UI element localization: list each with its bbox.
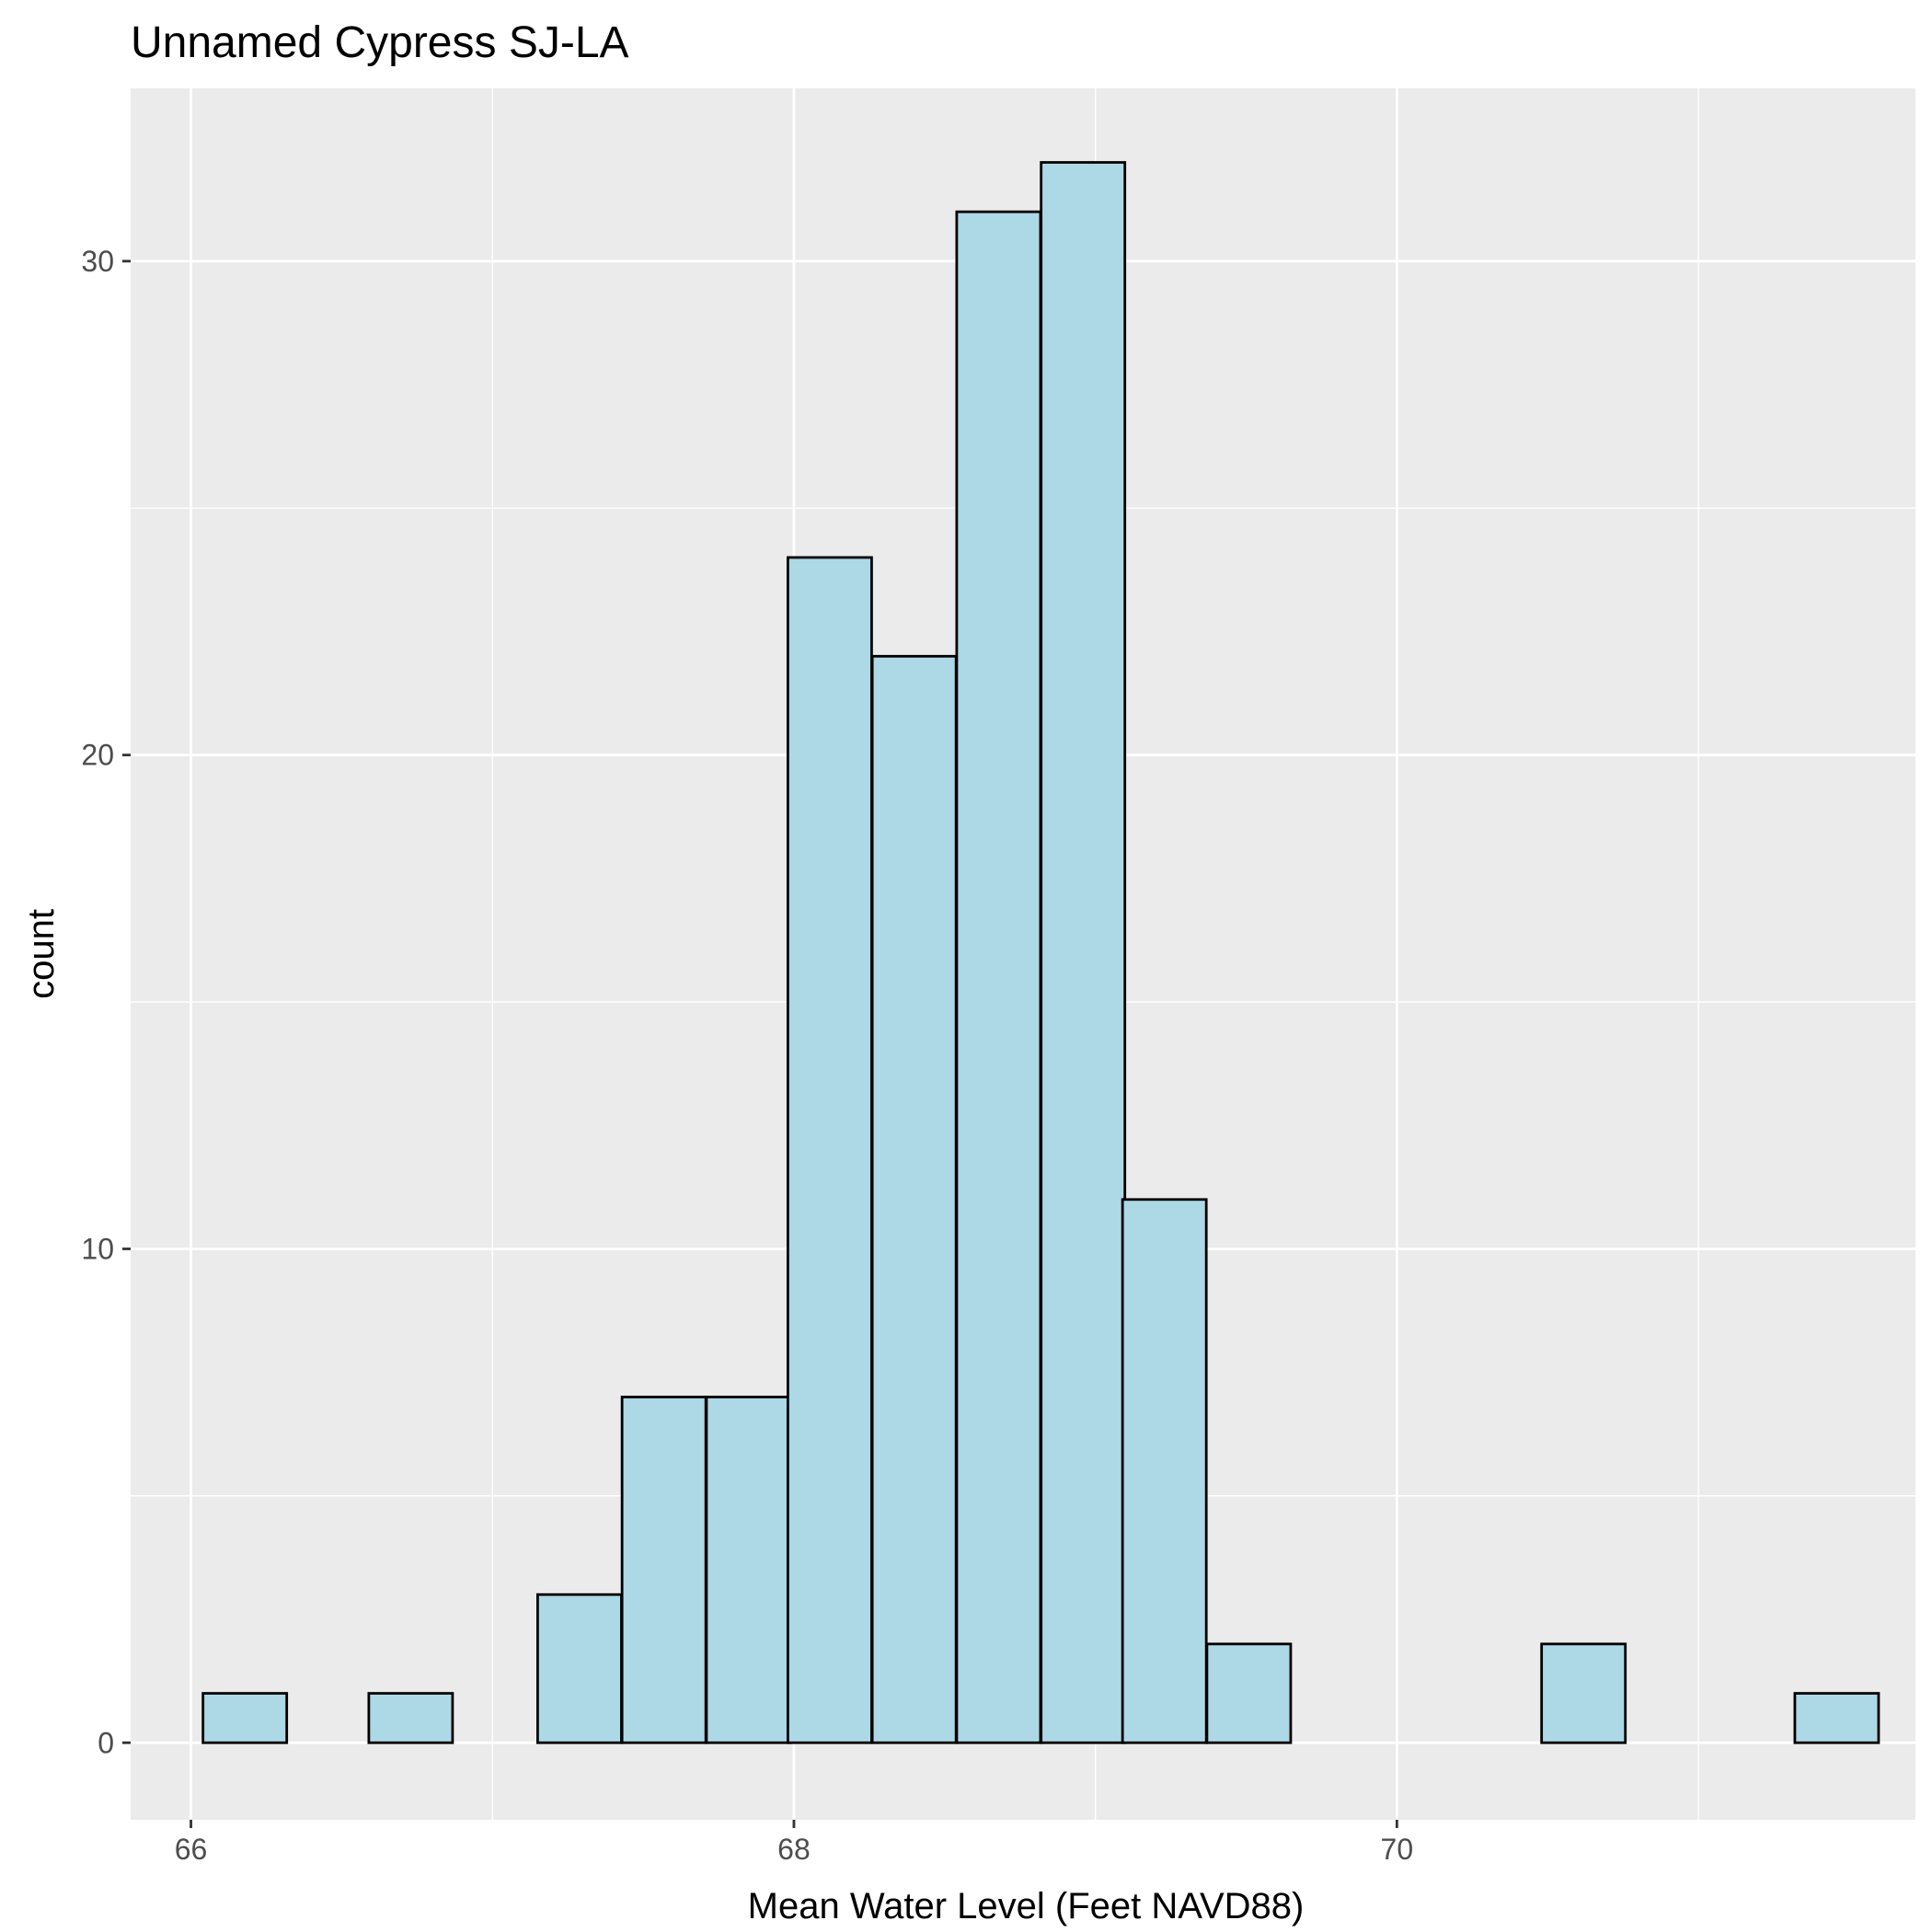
histogram-bars	[201, 161, 1880, 1744]
x-tick-label: 66	[175, 1833, 208, 1866]
histogram-bar	[705, 1396, 792, 1744]
chart-title: Unnamed Cypress SJ-LA	[131, 18, 629, 67]
y-axis: 0 10 20 30	[81, 245, 131, 1759]
histogram-bar	[955, 210, 1042, 1744]
x-axis: 66 68 70	[175, 1820, 1413, 1866]
histogram-bar	[786, 556, 873, 1744]
histogram-bar	[620, 1396, 707, 1744]
histogram-bar	[201, 1692, 289, 1744]
y-axis-title: count	[21, 909, 62, 999]
histogram-bar	[1205, 1642, 1293, 1744]
histogram-bar	[1121, 1198, 1208, 1744]
histogram-bar	[1793, 1692, 1880, 1744]
y-tick-label: 0	[98, 1726, 114, 1759]
histogram-bar	[1040, 161, 1127, 1744]
x-tick-label: 70	[1381, 1833, 1414, 1866]
x-axis-title: Mean Water Level (Feet NAVD88)	[748, 1886, 1305, 1926]
y-tick-label: 20	[81, 739, 114, 772]
y-tick-label: 10	[81, 1232, 114, 1265]
histogram-bar	[1540, 1642, 1627, 1744]
histogram-bar	[535, 1593, 623, 1744]
histogram-bar	[870, 654, 958, 1744]
histogram-bar	[367, 1692, 454, 1744]
y-tick-label: 30	[81, 245, 114, 278]
x-tick-label: 68	[777, 1833, 811, 1866]
